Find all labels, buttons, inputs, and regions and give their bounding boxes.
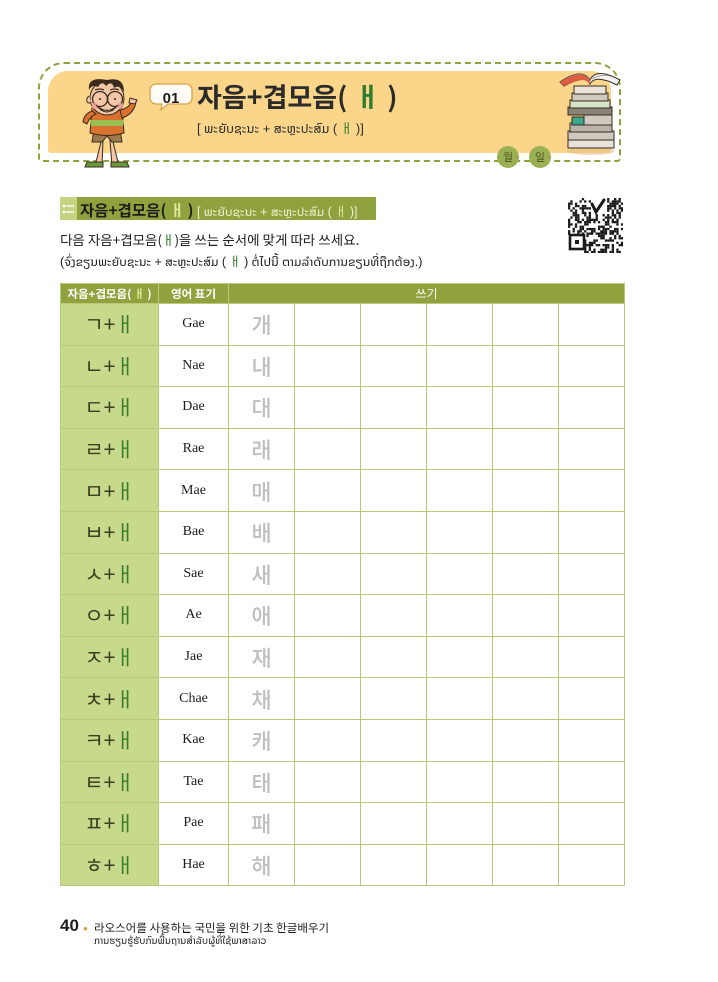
svg-text:01: 01 (163, 90, 180, 107)
